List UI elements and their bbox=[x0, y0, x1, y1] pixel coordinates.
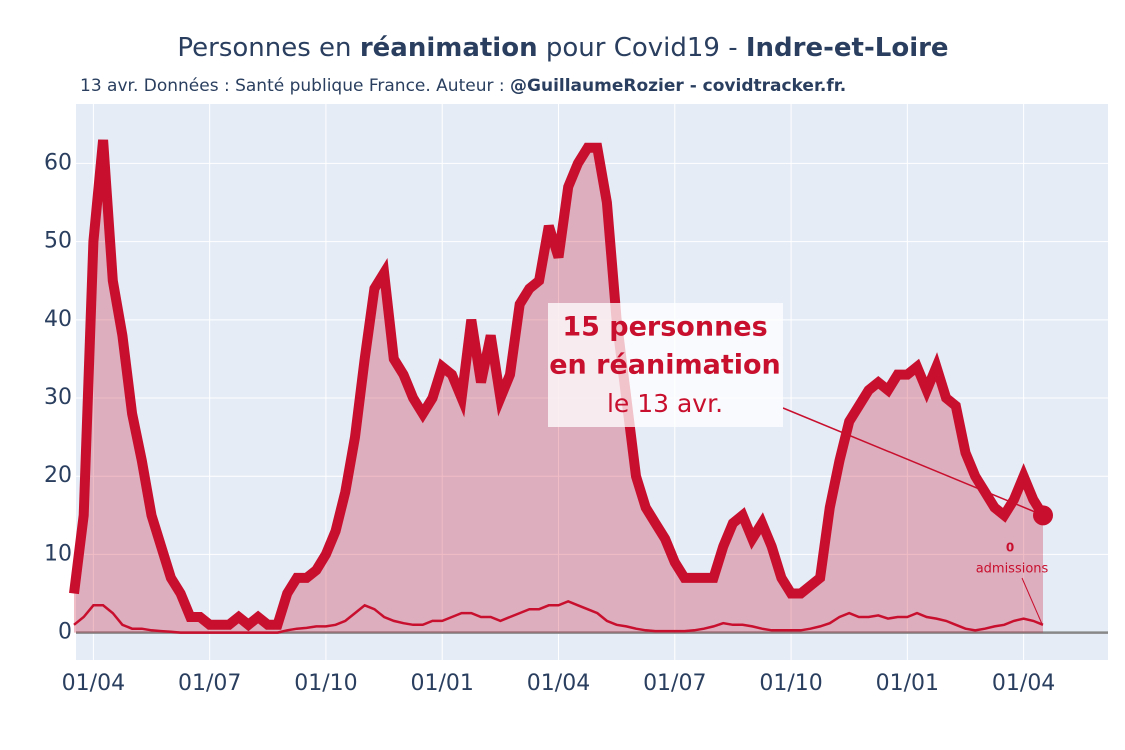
chart-title: Personnes en réanimation pour Covid19 - … bbox=[177, 33, 948, 63]
x-tick-label: 01/10 bbox=[759, 671, 822, 696]
subtitle: 13 avr. Données : Santé publique France.… bbox=[80, 76, 846, 96]
x-tick-label: 01/10 bbox=[294, 671, 357, 696]
annotation-box bbox=[548, 303, 783, 427]
title-part: pour Covid19 - bbox=[538, 33, 746, 63]
title-part: Personnes en bbox=[177, 33, 359, 63]
y-tick-label: 40 bbox=[44, 307, 72, 332]
y-tick-label: 60 bbox=[44, 150, 72, 175]
x-tick-label: 01/01 bbox=[876, 671, 939, 696]
admissions-arrow bbox=[1021, 577, 1043, 625]
subtitle-part: 13 avr. Données : Santé publique France.… bbox=[80, 76, 510, 96]
x-tick-label: 01/01 bbox=[411, 671, 474, 696]
title-part: Indre-et-Loire bbox=[746, 33, 949, 63]
annotation-line: le 13 avr. bbox=[607, 389, 723, 418]
line bbox=[73, 600, 1044, 634]
y-tick-label: 10 bbox=[44, 541, 72, 566]
x-tick-label: 01/07 bbox=[643, 671, 706, 696]
x-tick-label: 01/04 bbox=[527, 671, 590, 696]
title-part: réanimation bbox=[360, 33, 538, 63]
subtitle-part: @GuillaumeRozier - covidtracker.fr. bbox=[510, 76, 846, 96]
line bbox=[69, 139, 1048, 632]
last-point bbox=[1033, 505, 1053, 526]
annotation-arrow bbox=[782, 407, 1041, 515]
admissions-label: 0 bbox=[1006, 541, 1014, 555]
x-tick-label: 01/04 bbox=[62, 671, 125, 696]
y-tick-label: 20 bbox=[44, 463, 72, 488]
x-tick-label: 01/04 bbox=[992, 671, 1055, 696]
y-tick-label: 30 bbox=[44, 385, 72, 410]
annotation-line: en réanimation bbox=[549, 350, 781, 381]
y-tick-label: 50 bbox=[44, 229, 72, 254]
admissions-label: admissions bbox=[976, 562, 1049, 577]
x-tick-label: 01/07 bbox=[178, 671, 241, 696]
annotation-line: 15 personnes bbox=[562, 312, 767, 343]
y-tick-label: 0 bbox=[58, 620, 72, 645]
